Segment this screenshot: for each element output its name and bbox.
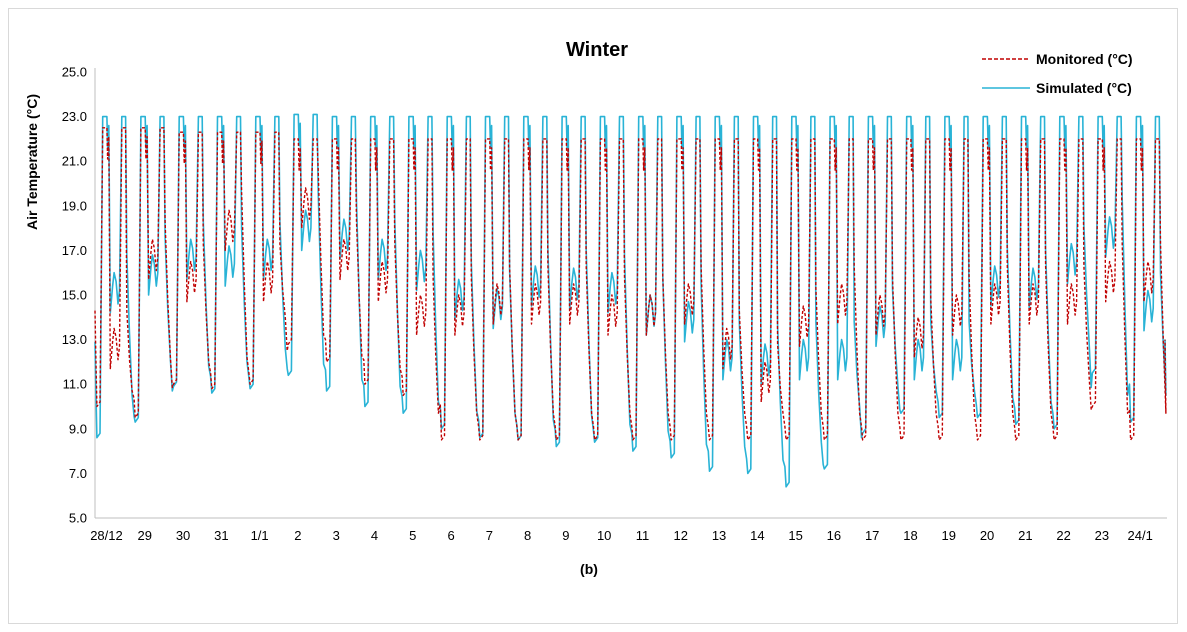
x-tick-label: 18 (903, 528, 917, 543)
x-tick-label: 22 (1056, 528, 1070, 543)
x-tick-label: 28/12 (90, 528, 123, 543)
y-tick-label: 9.0 (69, 421, 87, 436)
y-tick-label: 23.0 (62, 109, 87, 124)
x-tick-label: 15 (788, 528, 802, 543)
x-tick-label: 16 (827, 528, 841, 543)
x-tick-label: 2 (294, 528, 301, 543)
x-tick-label: 9 (562, 528, 569, 543)
y-tick-label: 25.0 (62, 65, 87, 80)
y-axis-label: Air Temperature (°C) (24, 94, 40, 230)
y-tick-label: 11.0 (63, 377, 87, 392)
x-tick-label: 14 (750, 528, 764, 543)
x-tick-label: 5 (409, 528, 416, 543)
x-tick-label: 17 (865, 528, 879, 543)
x-tick-label: 12 (674, 528, 688, 543)
y-axis: 5.0 7.0 9.0 11.0 13.0 15.0 17.0 19.0 21.0 23.0 25.… (62, 65, 96, 526)
x-tick-label: 7 (486, 528, 493, 543)
x-tick-label: 20 (980, 528, 994, 543)
y-tick-label: 17.0 (62, 243, 87, 258)
series-line-simulated (94, 113, 1167, 488)
x-tick-label: 6 (447, 528, 454, 543)
series-line-monitored (94, 127, 1167, 441)
chart-frame (8, 8, 1178, 624)
y-tick-label: 21.0 (62, 154, 87, 169)
legend: Monitored (°C) Simulated (°C) (982, 51, 1133, 96)
x-axis: 28/12 29 30 31 1/1 2 3 4 5 6 7 8 9 10 11 12 13 14 15 16 17 18… (90, 517, 1167, 543)
legend-label-simulated: Simulated (°C) (1036, 80, 1132, 96)
x-tick-label: 24/1 (1128, 528, 1153, 543)
x-tick-label: 29 (138, 528, 152, 543)
x-tick-label: 1/1 (251, 528, 269, 543)
x-tick-label: 11 (636, 528, 650, 543)
y-tick-label: 7.0 (69, 466, 87, 481)
y-tick-label: 13.0 (62, 332, 87, 347)
x-tick-label: 8 (524, 528, 531, 543)
chart-title: Winter (566, 39, 628, 61)
figure-caption: (b) (580, 561, 598, 577)
plot-area (94, 113, 1167, 488)
x-tick-label: 21 (1018, 528, 1032, 543)
x-tick-label: 10 (597, 528, 611, 543)
x-tick-label: 4 (371, 528, 378, 543)
x-tick-label: 19 (942, 528, 956, 543)
y-tick-label: 5.0 (69, 511, 87, 526)
x-tick-label: 23 (1095, 528, 1109, 543)
y-tick-label: 19.0 (62, 198, 87, 213)
y-tick-label: 15.0 (62, 288, 87, 303)
x-tick-label: 13 (712, 528, 726, 543)
x-tick-label: 30 (176, 528, 190, 543)
x-tick-label: 3 (333, 528, 340, 543)
x-tick-label: 31 (214, 528, 228, 543)
legend-label-monitored: Monitored (°C) (1036, 51, 1133, 67)
